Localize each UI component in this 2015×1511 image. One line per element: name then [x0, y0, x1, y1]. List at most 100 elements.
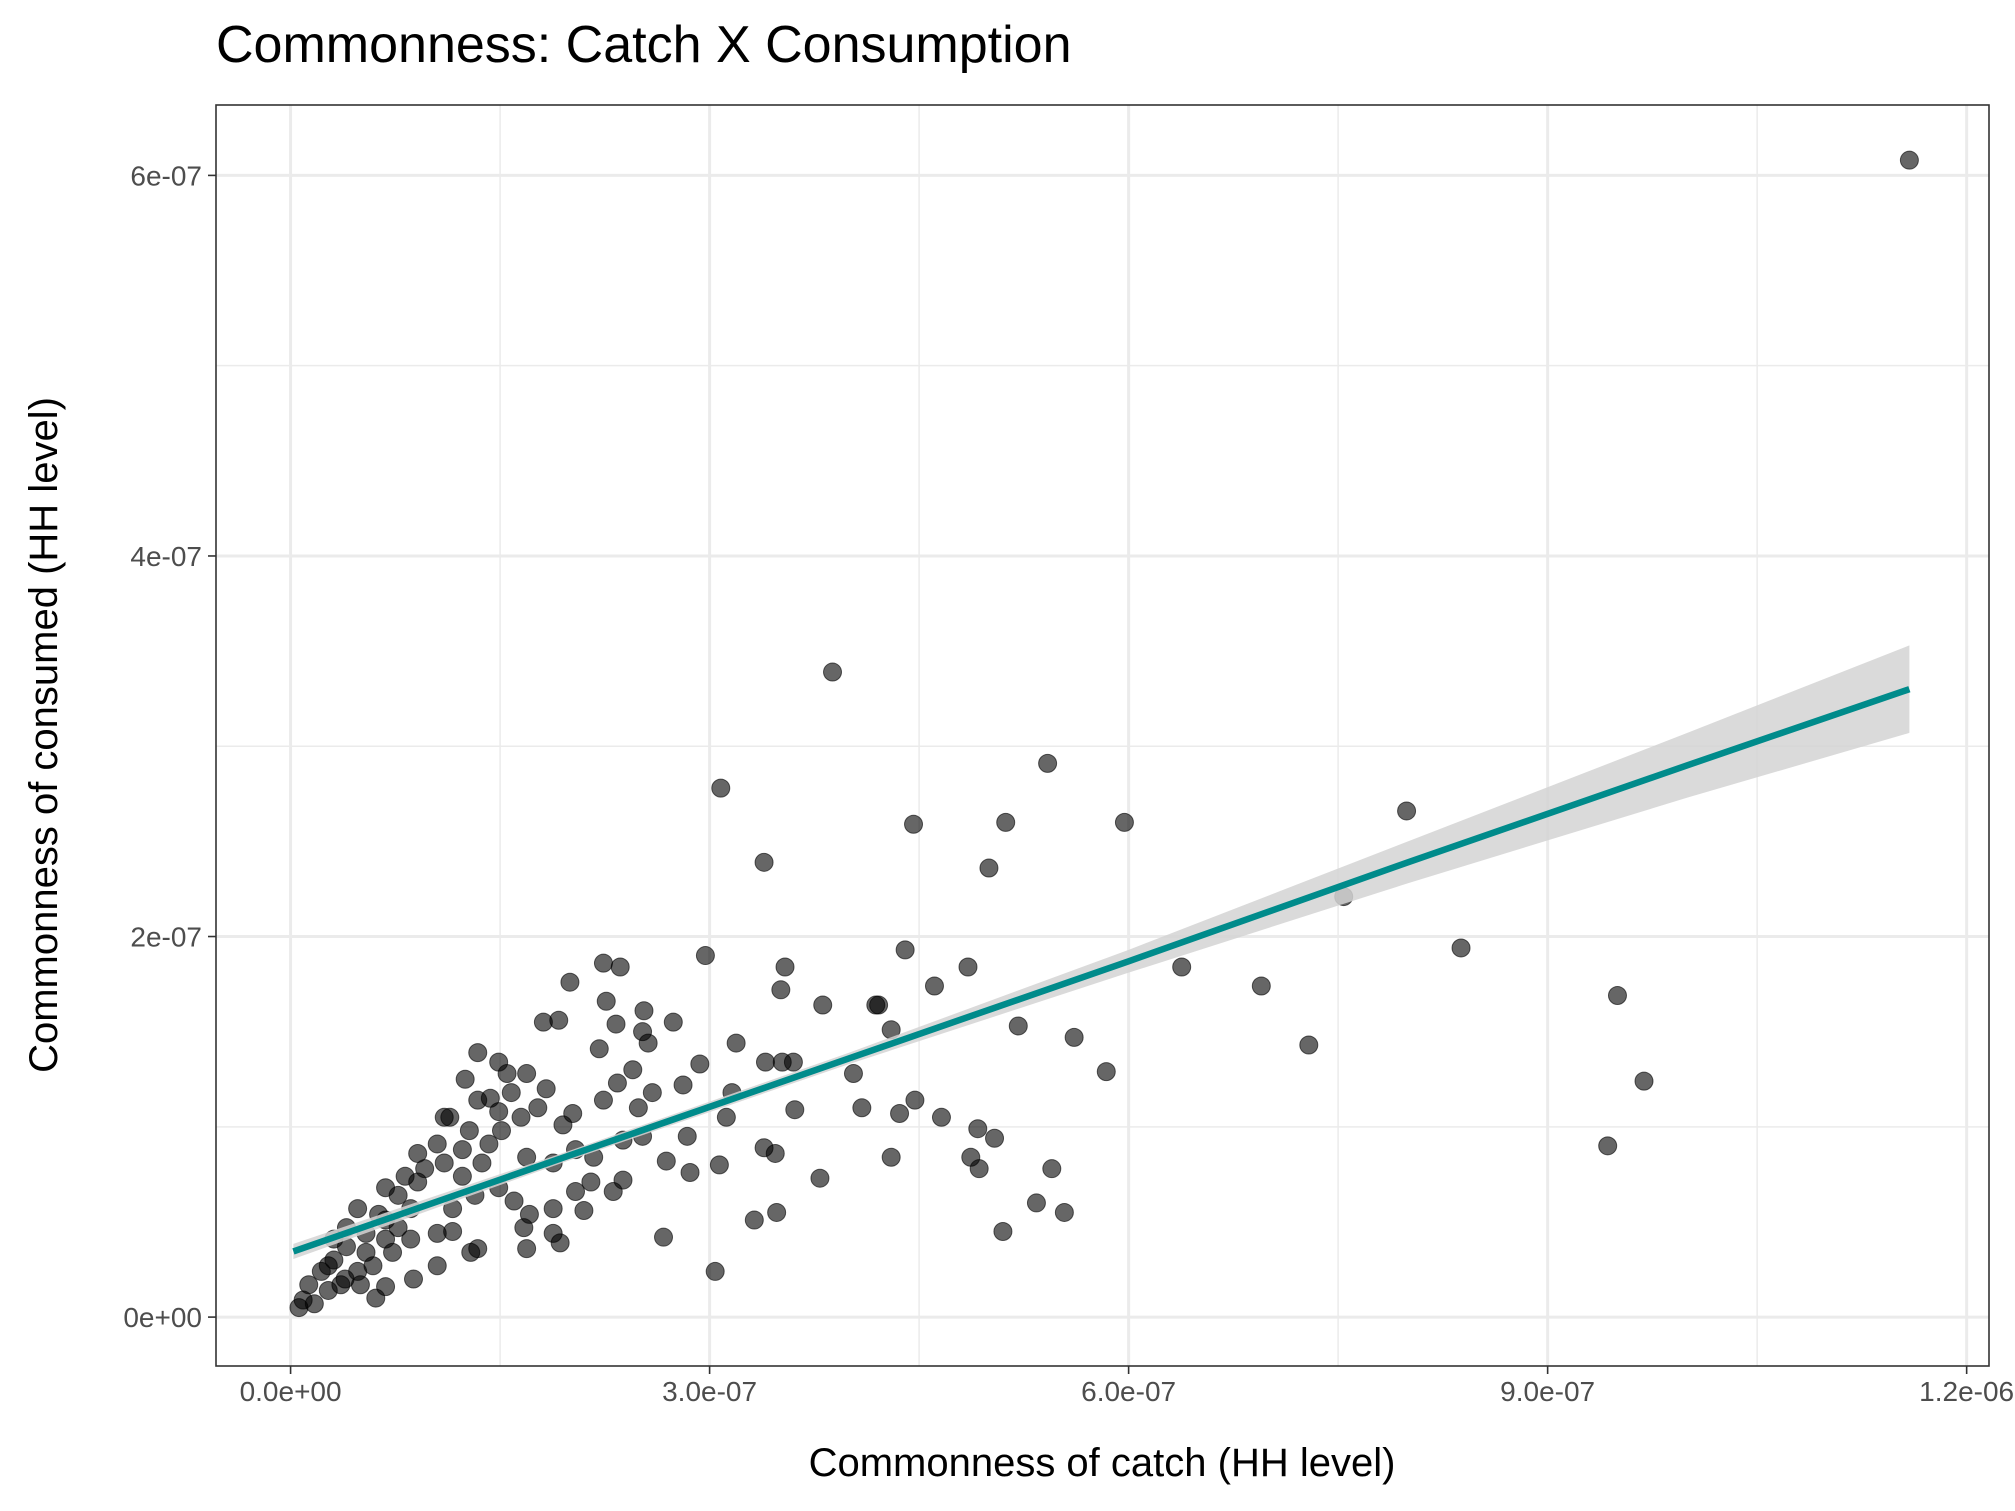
- grid: [216, 105, 1989, 1366]
- point: [716, 1107, 736, 1127]
- point: [383, 1242, 403, 1262]
- point: [1451, 938, 1471, 958]
- point: [581, 1172, 601, 1192]
- point: [504, 1191, 524, 1211]
- point: [993, 1221, 1013, 1241]
- point: [744, 1210, 764, 1230]
- point: [1397, 801, 1417, 821]
- point: [767, 1202, 787, 1222]
- point: [356, 1242, 376, 1262]
- point: [606, 1014, 626, 1034]
- point: [709, 1155, 729, 1175]
- y-tick-label: 4e-07: [130, 541, 202, 572]
- point: [427, 1256, 447, 1276]
- x-axis-title: Commonness of catch (HH level): [809, 1441, 1396, 1485]
- point: [775, 957, 795, 977]
- point: [1251, 976, 1271, 996]
- point: [489, 1102, 509, 1122]
- point: [869, 995, 889, 1015]
- point: [613, 1170, 633, 1190]
- point: [1899, 150, 1919, 170]
- point: [528, 1098, 548, 1118]
- y-axis-title: Commonness of consumed (HH level): [22, 397, 66, 1073]
- point: [350, 1275, 370, 1295]
- point: [628, 1098, 648, 1118]
- point: [403, 1269, 423, 1289]
- point: [695, 946, 715, 966]
- point: [553, 1115, 573, 1135]
- point: [1038, 753, 1058, 773]
- point: [1054, 1202, 1074, 1222]
- point: [1042, 1159, 1062, 1179]
- point: [440, 1107, 460, 1127]
- x-tick-label: 1.2e-06: [1919, 1376, 2014, 1407]
- point: [468, 1090, 488, 1110]
- point: [810, 1168, 830, 1188]
- point: [726, 1033, 746, 1053]
- y-tick-label: 6e-07: [130, 160, 202, 191]
- point: [1064, 1027, 1084, 1047]
- point: [771, 980, 791, 1000]
- point: [589, 1039, 609, 1059]
- point: [656, 1151, 676, 1171]
- point: [634, 1001, 654, 1021]
- point: [754, 852, 774, 872]
- point: [931, 1107, 951, 1127]
- point: [904, 814, 924, 834]
- point: [895, 940, 915, 960]
- point: [654, 1227, 674, 1247]
- point: [772, 1052, 792, 1072]
- point: [785, 1100, 805, 1120]
- point: [574, 1201, 594, 1221]
- x-tick-label: 6.0e-07: [1081, 1376, 1176, 1407]
- point: [304, 1294, 324, 1314]
- point: [765, 1143, 785, 1163]
- x-tick-label: 3.0e-07: [662, 1376, 757, 1407]
- point: [985, 1128, 1005, 1148]
- point: [638, 1033, 658, 1053]
- point: [348, 1199, 368, 1219]
- point: [455, 1069, 475, 1089]
- point: [376, 1277, 396, 1297]
- point: [711, 778, 731, 798]
- point: [969, 1159, 989, 1179]
- point: [318, 1256, 338, 1276]
- point: [755, 1052, 775, 1072]
- point: [677, 1126, 697, 1146]
- point: [924, 976, 944, 996]
- point: [452, 1166, 472, 1186]
- point: [549, 1010, 569, 1030]
- point: [1114, 812, 1134, 832]
- point: [813, 995, 833, 1015]
- point: [479, 1134, 499, 1154]
- point: [536, 1079, 556, 1099]
- point: [468, 1239, 488, 1259]
- point: [468, 1043, 488, 1063]
- point: [852, 1098, 872, 1118]
- point: [968, 1119, 988, 1139]
- point: [543, 1199, 563, 1219]
- point: [497, 1064, 517, 1084]
- axes: 0.0e+00 3.0e-07 6.0e-07 9.0e-07 1.2e-06 0e+00…: [123, 160, 2014, 1407]
- point: [501, 1083, 521, 1103]
- point: [1299, 1035, 1319, 1055]
- point: [1008, 1016, 1028, 1036]
- y-tick-label: 2e-07: [130, 922, 202, 953]
- point: [607, 1073, 627, 1093]
- point: [663, 1012, 683, 1032]
- point: [550, 1233, 570, 1253]
- point: [593, 953, 613, 973]
- point: [517, 1064, 537, 1084]
- point: [517, 1239, 537, 1259]
- point: [1607, 986, 1627, 1006]
- point: [401, 1229, 421, 1249]
- point: [491, 1121, 511, 1141]
- point: [452, 1140, 472, 1160]
- point: [566, 1182, 586, 1202]
- point: [408, 1172, 428, 1192]
- point: [623, 1060, 643, 1080]
- point: [1598, 1136, 1618, 1156]
- point: [690, 1054, 710, 1074]
